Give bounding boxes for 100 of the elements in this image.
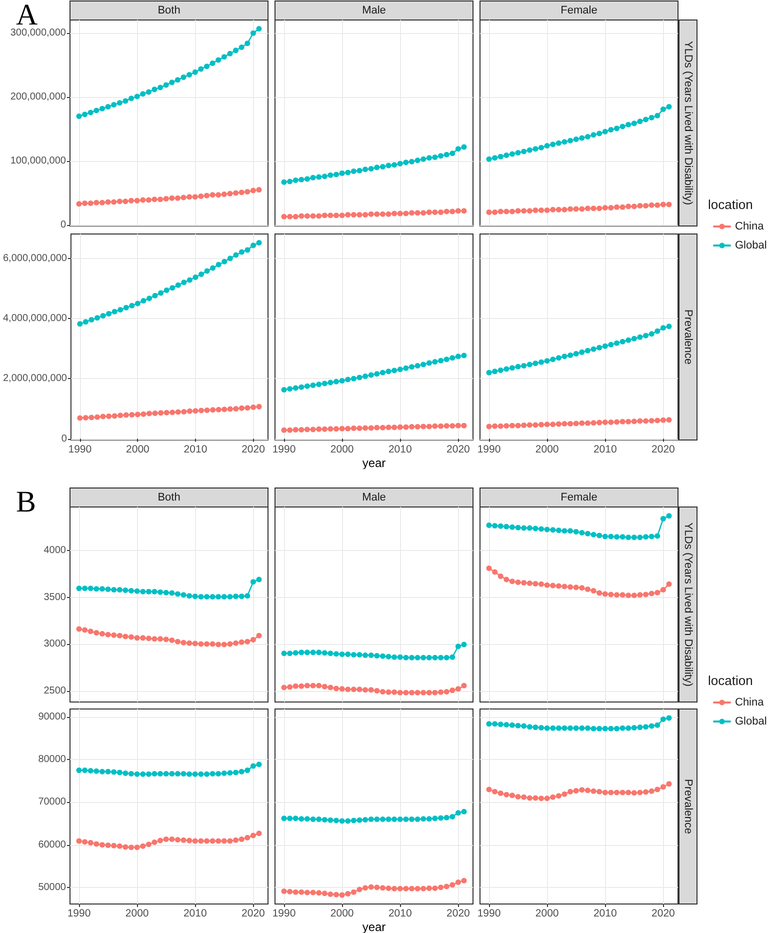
point: [82, 200, 88, 206]
point: [380, 424, 386, 430]
point: [450, 688, 456, 694]
point: [111, 632, 117, 638]
point: [227, 641, 233, 647]
point: [256, 576, 262, 582]
point: [455, 880, 461, 886]
point: [562, 584, 568, 590]
point: [287, 427, 293, 433]
point: [244, 834, 250, 840]
point: [654, 722, 660, 728]
x-tick-label: 2010: [184, 444, 208, 456]
point: [204, 838, 210, 844]
point: [281, 427, 287, 433]
point: [620, 418, 626, 424]
point: [568, 528, 574, 534]
point: [186, 640, 192, 646]
chart-title: Female: [560, 492, 598, 504]
point: [455, 354, 461, 360]
point: [392, 424, 398, 430]
point: [526, 724, 532, 730]
point: [386, 816, 392, 822]
point: [88, 586, 94, 592]
point: [334, 172, 340, 178]
point: [602, 790, 608, 796]
x-tick-label: 1990: [477, 444, 501, 456]
point: [99, 106, 105, 112]
point: [374, 211, 380, 217]
point: [368, 687, 374, 693]
point: [556, 725, 562, 731]
point: [596, 726, 602, 732]
point: [590, 346, 596, 352]
point: [122, 844, 128, 850]
point: [233, 252, 239, 258]
point: [461, 878, 467, 884]
point: [573, 529, 579, 535]
point: [544, 796, 550, 802]
point: [504, 423, 510, 429]
point: [515, 422, 521, 428]
point: [568, 788, 574, 794]
y-tick-label: 90000: [38, 712, 66, 723]
point: [550, 527, 556, 533]
point: [105, 586, 111, 592]
point: [374, 164, 380, 170]
point: [550, 206, 556, 212]
point: [94, 768, 100, 774]
point: [322, 684, 328, 690]
point: [169, 80, 175, 86]
point: [186, 408, 192, 414]
point: [281, 214, 287, 220]
point: [590, 532, 596, 538]
point: [250, 188, 256, 194]
point: [414, 424, 420, 430]
point: [538, 144, 544, 150]
point: [392, 162, 398, 168]
point: [380, 885, 386, 891]
point: [152, 410, 158, 416]
point: [222, 406, 228, 412]
point: [316, 213, 322, 219]
point: [666, 781, 672, 787]
point: [614, 204, 620, 210]
point: [556, 583, 562, 589]
point: [116, 100, 122, 106]
y-tick-label: 2500: [44, 685, 66, 696]
point: [532, 795, 538, 801]
point: [164, 287, 170, 293]
x-tick-label: 2020: [242, 908, 266, 920]
point: [368, 652, 374, 658]
point: [356, 652, 362, 658]
point: [328, 650, 334, 656]
point: [163, 196, 169, 202]
point: [602, 420, 608, 426]
point: [198, 193, 204, 199]
point: [134, 588, 140, 594]
point: [521, 422, 527, 428]
point: [590, 420, 596, 426]
point: [250, 30, 256, 36]
point: [397, 654, 403, 660]
point: [432, 209, 438, 215]
point: [163, 770, 169, 776]
point: [175, 282, 181, 288]
point: [345, 426, 351, 432]
point: [210, 770, 216, 776]
point: [186, 194, 192, 200]
point: [538, 208, 544, 214]
y-tick-label: 0: [60, 219, 66, 230]
point: [210, 60, 216, 66]
point: [450, 355, 456, 361]
point: [637, 418, 643, 424]
point: [608, 204, 614, 210]
point: [105, 104, 111, 110]
point: [596, 590, 602, 596]
point: [492, 423, 498, 429]
point: [602, 591, 608, 597]
x-tick-label: 2000: [330, 908, 354, 920]
point: [339, 892, 345, 898]
point: [163, 636, 169, 642]
point: [204, 64, 210, 70]
point: [556, 793, 562, 799]
point: [328, 212, 334, 218]
